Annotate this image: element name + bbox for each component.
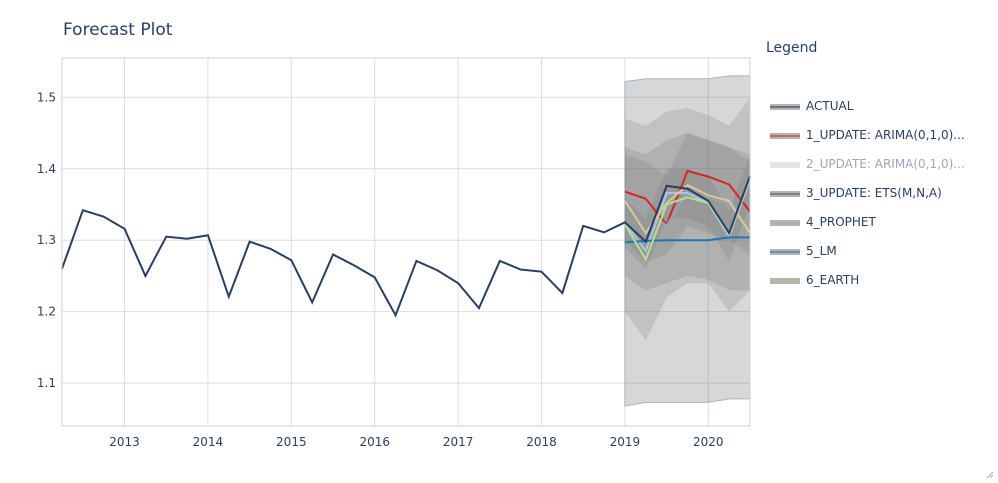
legend-item[interactable]: 6_EARTH [770, 272, 995, 301]
x-tick-label: 2019 [610, 435, 641, 449]
legend-item[interactable]: ACTUAL [770, 98, 995, 127]
legend-swatch [770, 189, 800, 199]
x-tick-label: 2017 [443, 435, 474, 449]
y-tick-label: 1.5 [37, 90, 56, 104]
legend-swatch [770, 160, 800, 170]
legend-item[interactable]: 1_UPDATE: ARIMA(0,1,0)... [770, 127, 995, 156]
x-axis-ticks: 2013 2014 2015 2016 2017 2018 2019 2020 [109, 435, 723, 449]
legend-title: Legend [766, 40, 818, 56]
y-axis-ticks: 1.1 1.2 1.3 1.4 1.5 [37, 90, 56, 390]
x-tick-label: 2013 [109, 435, 140, 449]
legend-item[interactable]: 2_UPDATE: ARIMA(0,1,0)... [770, 156, 995, 185]
x-tick-label: 2018 [526, 435, 557, 449]
interval-band [624, 133, 750, 291]
legend-label: ACTUAL [806, 99, 854, 113]
legend-label: 1_UPDATE: ARIMA(0,1,0)... [806, 128, 965, 142]
x-tick-label: 2016 [359, 435, 390, 449]
legend-label: 6_EARTH [806, 273, 860, 287]
x-tick-label: 2014 [193, 435, 224, 449]
legend-item[interactable]: 5_LM [770, 243, 995, 272]
y-tick-label: 1.1 [37, 376, 56, 390]
x-tick-label: 2015 [276, 435, 307, 449]
legend-swatch [770, 218, 800, 228]
y-tick-label: 1.3 [37, 233, 56, 247]
chart-title: Forecast Plot [63, 20, 173, 40]
legend-item[interactable]: 3_UPDATE: ETS(M,N,A) [770, 185, 995, 214]
legend-label: 2_UPDATE: ARIMA(0,1,0)... [806, 157, 965, 171]
series-lines [61, 169, 751, 318]
actual-line [61, 175, 751, 318]
legend-label: 3_UPDATE: ETS(M,N,A) [806, 186, 942, 200]
legend-item[interactable]: 4_PROPHET [770, 214, 995, 243]
plot-frame [61, 57, 751, 427]
forecast-line [624, 188, 751, 234]
x-tick-label: 2020 [693, 435, 724, 449]
legend-label: 4_PROPHET [806, 215, 876, 229]
legend-label: 5_LM [806, 244, 837, 258]
legend-swatch [770, 276, 800, 286]
legend-swatch [770, 247, 800, 257]
y-tick-label: 1.2 [37, 305, 56, 319]
grid-lines [62, 58, 750, 426]
forecast-line [624, 184, 751, 235]
legend-swatch [770, 131, 800, 141]
resize-handle-icon[interactable] [986, 471, 994, 479]
legend-swatch [770, 102, 800, 112]
forecast-line [624, 169, 751, 227]
legend: ACTUAL 1_UPDATE: ARIMA(0,1,0)... 2_UPDATE:… [770, 98, 995, 301]
y-tick-label: 1.4 [37, 162, 56, 176]
interval-band [624, 97, 750, 341]
